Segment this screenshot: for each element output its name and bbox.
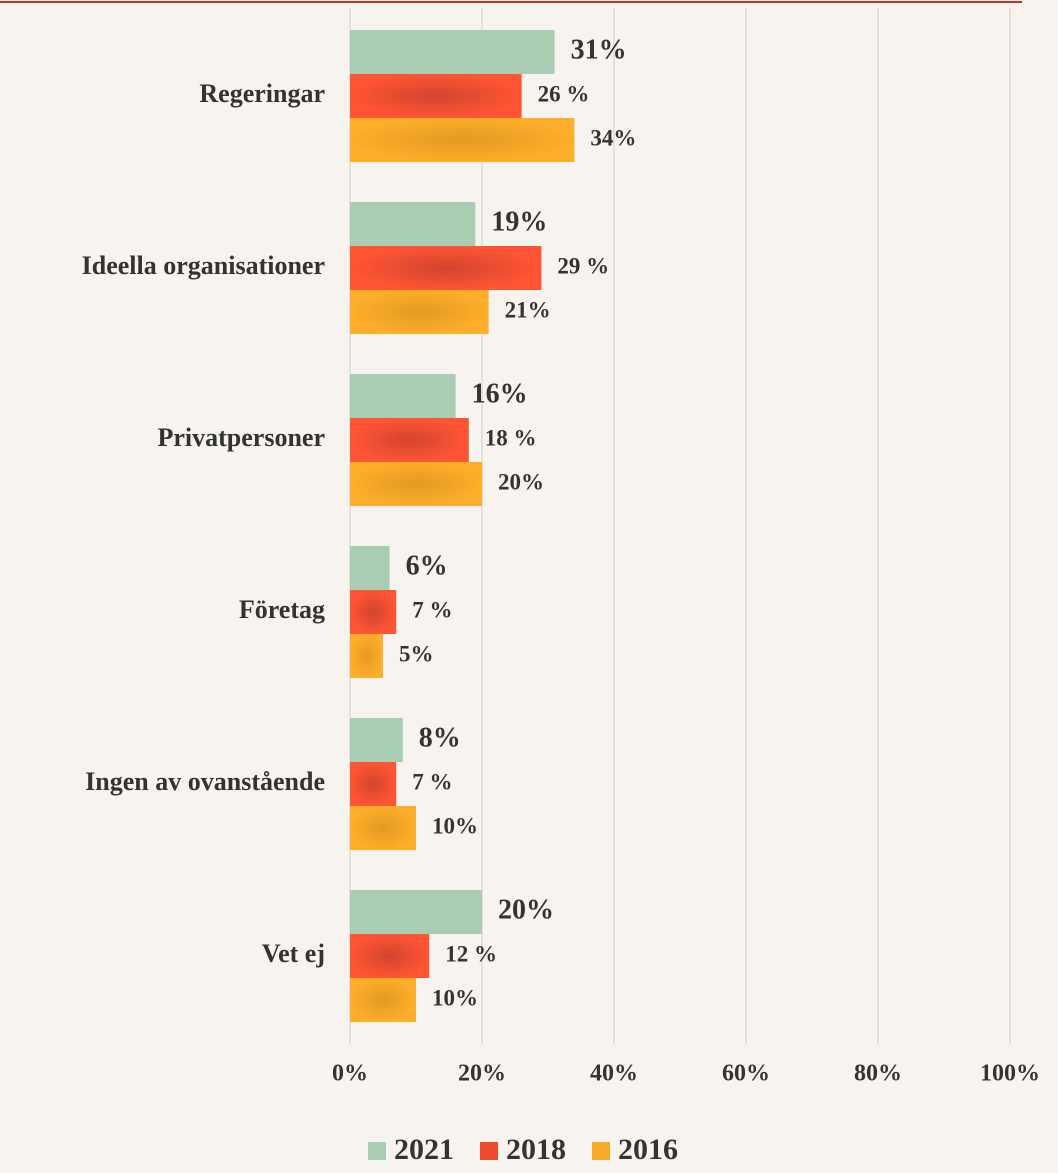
- legend-label: 2016: [618, 1133, 678, 1166]
- bar: [350, 30, 555, 74]
- x-tick-label: 100%: [980, 1061, 1040, 1087]
- legend-label: 2018: [506, 1133, 566, 1166]
- value-label: 7 %: [412, 597, 452, 622]
- category-label: Regeringar: [199, 79, 325, 108]
- legend-swatch: [480, 1142, 498, 1160]
- value-label: 8%: [419, 722, 461, 753]
- value-label: 20%: [498, 894, 554, 925]
- bar: [350, 590, 397, 634]
- bar: [350, 290, 489, 334]
- bar: [350, 634, 383, 678]
- value-label: 16%: [472, 378, 528, 409]
- value-label: 34%: [590, 125, 636, 150]
- bar: [350, 462, 482, 506]
- x-tick-label: 0%: [332, 1061, 368, 1087]
- value-label: 5%: [399, 641, 434, 666]
- bar: [350, 890, 482, 934]
- bar: [350, 118, 575, 162]
- value-label: 26 %: [538, 81, 590, 106]
- bar: [350, 546, 390, 590]
- category-label: Vet ej: [262, 939, 325, 968]
- bar: [350, 418, 469, 462]
- value-label: 12 %: [445, 941, 497, 966]
- x-tick-label: 60%: [722, 1061, 770, 1087]
- category-label: Företag: [239, 595, 325, 624]
- value-label: 18 %: [485, 425, 537, 450]
- bar: [350, 806, 416, 850]
- value-label: 29 %: [557, 253, 609, 278]
- legend-swatch: [592, 1142, 610, 1160]
- x-tick-label: 40%: [590, 1061, 638, 1087]
- value-label: 10%: [432, 813, 478, 838]
- legend-swatch: [368, 1142, 386, 1160]
- value-label: 21%: [505, 297, 551, 322]
- legend-label: 2021: [394, 1133, 454, 1166]
- value-label: 7 %: [412, 769, 452, 794]
- value-label: 20%: [498, 469, 544, 494]
- category-label: Ingen av ovanstående: [85, 767, 325, 796]
- bar: [350, 934, 430, 978]
- bar: [350, 202, 476, 246]
- category-label: Ideella organisationer: [82, 251, 325, 280]
- value-label: 31%: [571, 34, 627, 65]
- category-label: Privatpersoner: [157, 423, 325, 452]
- x-tick-label: 20%: [458, 1061, 506, 1087]
- bar: [350, 762, 397, 806]
- bar: [350, 74, 522, 118]
- bar: [350, 374, 456, 418]
- x-tick-label: 80%: [854, 1061, 902, 1087]
- value-label: 6%: [406, 550, 448, 581]
- bar: [350, 718, 403, 762]
- bar: [350, 978, 416, 1022]
- value-label: 19%: [491, 206, 547, 237]
- bar: [350, 246, 542, 290]
- value-label: 10%: [432, 985, 478, 1010]
